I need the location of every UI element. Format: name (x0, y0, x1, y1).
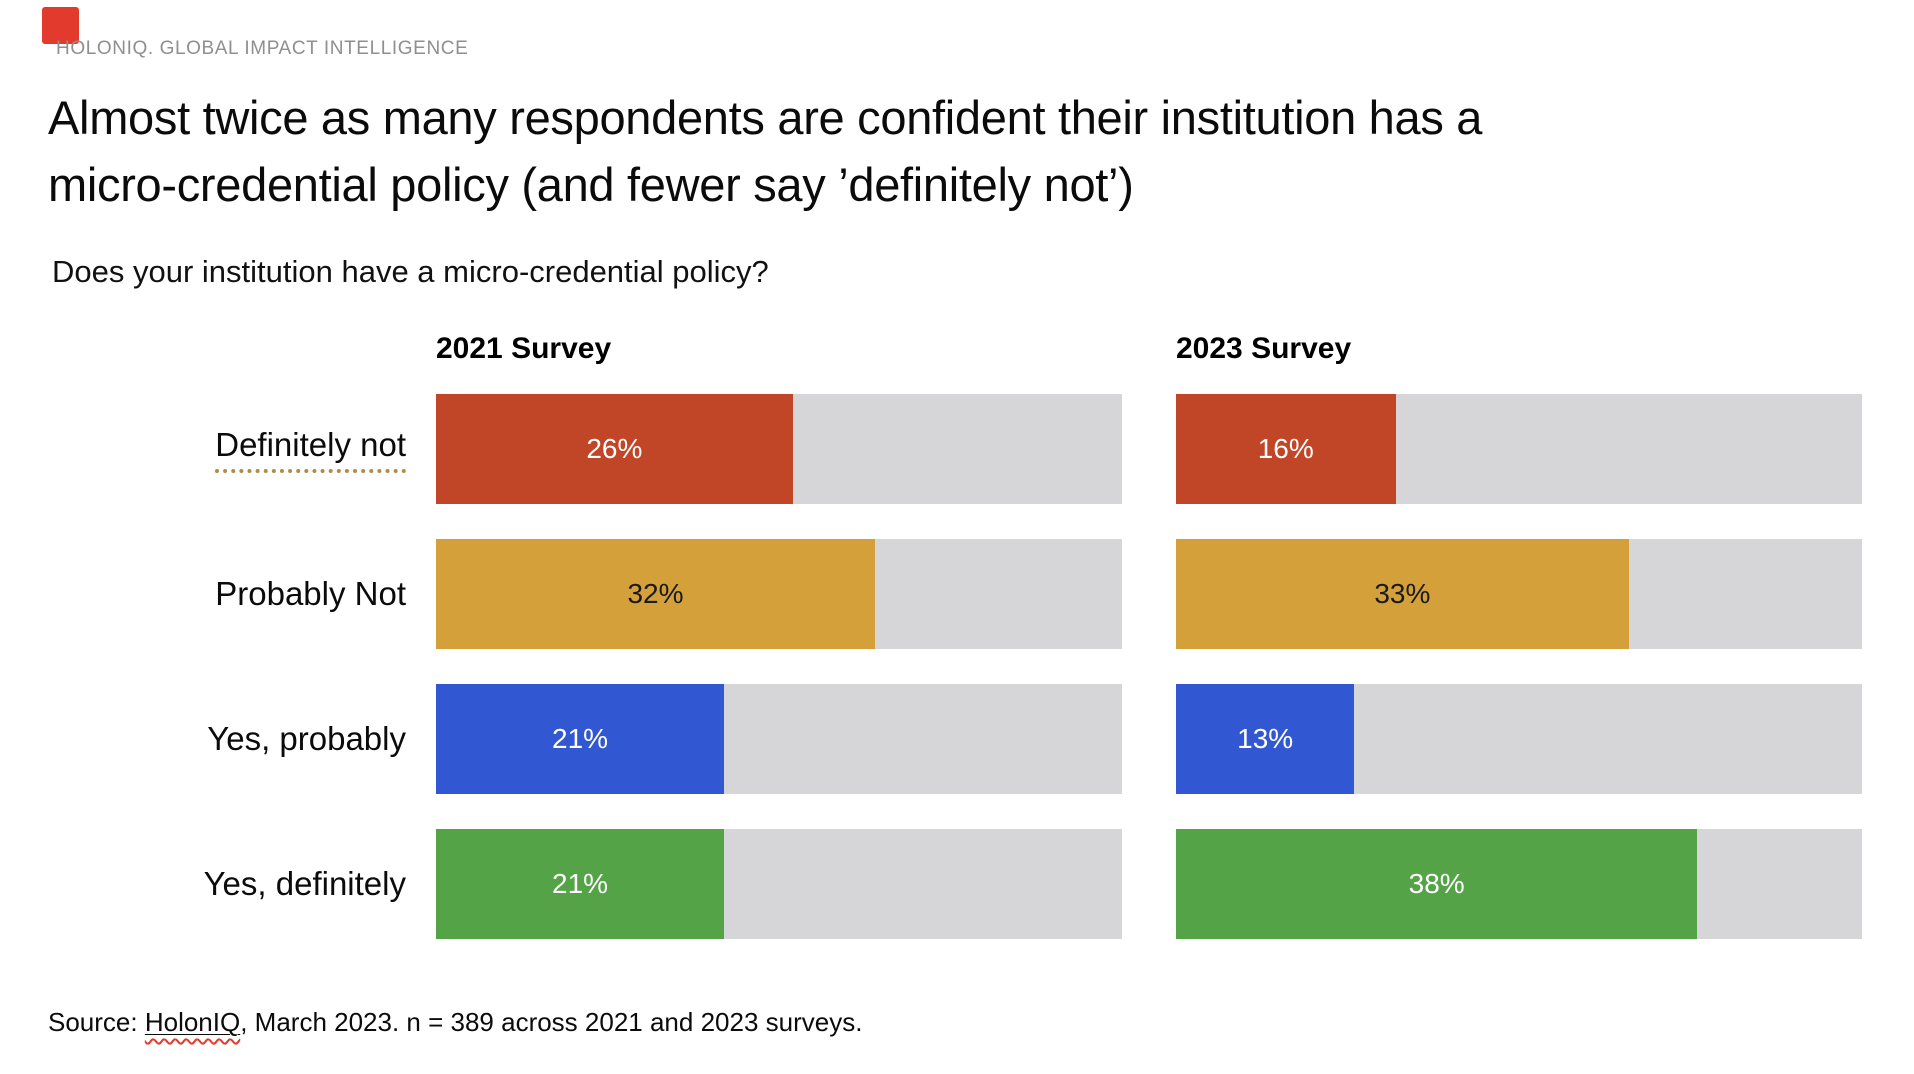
source-org-link: HolonIQ (144, 1007, 241, 1037)
bar-fill: 33% (1176, 539, 1629, 649)
chart-row: Probably Not 32% 33% (0, 539, 1914, 649)
page-title: Almost twice as many respondents are con… (48, 84, 1898, 218)
series-header-2023: 2023 Survey (1176, 332, 1352, 365)
bar-track: 32% (436, 539, 1122, 649)
category-label: Definitely not (0, 394, 436, 504)
category-label: Yes, probably (0, 684, 436, 794)
bar-value-label: 26% (586, 433, 643, 464)
chart-rows: Definitely not 26% 16% Probably Not 32% 33% Ye… (0, 394, 1914, 939)
header-spacer (0, 332, 436, 366)
bar-fill: 26% (436, 394, 793, 504)
bar-track: 21% (436, 684, 1122, 794)
bar-fill: 21% (436, 829, 725, 939)
bar-value-label: 32% (627, 578, 684, 609)
bar-fill: 38% (1176, 829, 1698, 939)
bar-track: 38% (1176, 829, 1862, 939)
series-header-2021: 2021 Survey (436, 332, 612, 365)
page-title-line2: micro-credential policy (and fewer say ’… (48, 158, 1134, 211)
source-prefix: Source: (48, 1007, 145, 1037)
column-gap (1122, 829, 1176, 939)
bar-fill: 16% (1176, 394, 1396, 504)
bar-value-label: 21% (552, 723, 609, 754)
category-label-text: Yes, probably (207, 720, 406, 757)
chart-row: Definitely not 26% 16% (0, 394, 1914, 504)
category-label: Probably Not (0, 539, 436, 649)
column-gap (1122, 394, 1176, 504)
column-gap (1122, 539, 1176, 649)
chart-question: Does your institution have a micro-crede… (52, 254, 769, 289)
source-suffix: , March 2023. n = 389 across 2021 and 20… (240, 1007, 863, 1037)
category-label-text: Probably Not (215, 575, 406, 612)
bar-value-label: 38% (1408, 868, 1465, 899)
bar-track: 26% (436, 394, 1122, 504)
category-label: Yes, definitely (0, 829, 436, 939)
bar-fill: 32% (436, 539, 876, 649)
chart-row: Yes, definitely 21% 38% (0, 829, 1914, 939)
category-label-text: Definitely not (215, 426, 406, 473)
chart-row: Yes, probably 21% 13% (0, 684, 1914, 794)
brand-text: HOLONIQ. GLOBAL IMPACT INTELLIGENCE (56, 38, 469, 59)
bar-value-label: 21% (552, 868, 609, 899)
bar-value-label: 13% (1237, 723, 1294, 754)
bar-track: 21% (436, 829, 1122, 939)
bar-value-label: 16% (1257, 433, 1314, 464)
bar-fill: 13% (1176, 684, 1355, 794)
category-label-text: Yes, definitely (203, 865, 406, 902)
column-gap (1122, 684, 1176, 794)
bar-track: 33% (1176, 539, 1862, 649)
bar-track: 13% (1176, 684, 1862, 794)
source-note: Source: HolonIQ, March 2023. n = 389 acr… (48, 1007, 862, 1038)
source-org-misspelling: HolonIQ (145, 1007, 240, 1037)
bar-track: 16% (1176, 394, 1862, 504)
bar-value-label: 33% (1374, 578, 1431, 609)
bar-fill: 21% (436, 684, 725, 794)
holoniq-logo-icon (42, 7, 79, 44)
series-headers: 2021 Survey 2023 Survey (0, 332, 1914, 366)
header-gap (1122, 332, 1176, 366)
page-title-line1: Almost twice as many respondents are con… (48, 91, 1483, 144)
